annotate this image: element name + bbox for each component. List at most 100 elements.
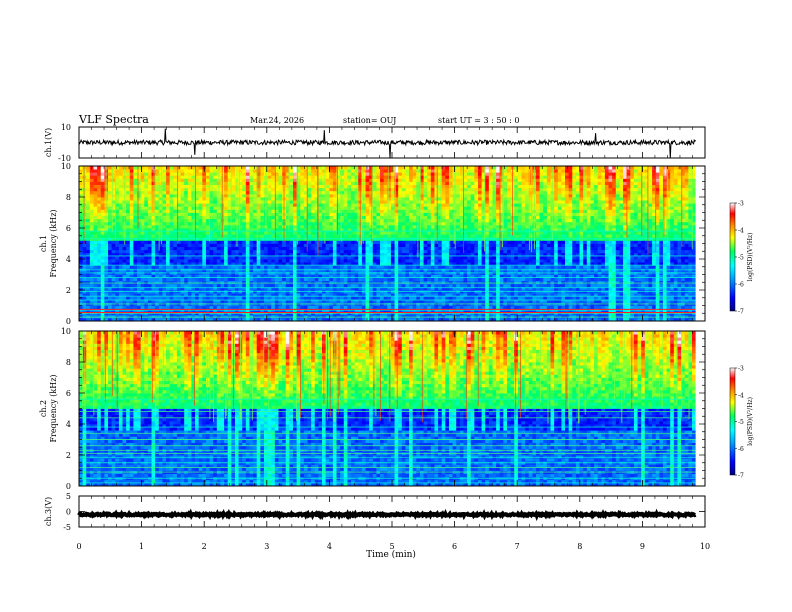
spectrogram-cell [318,231,323,235]
spectrogram-cell [398,193,403,198]
spectrogram-cell [173,169,178,173]
spectrogram-cell [296,221,301,226]
spectrogram-cell [419,259,424,263]
spectrogram-cell [332,218,337,223]
spectrogram-cell [108,178,113,182]
spectrogram-cell [271,259,276,263]
spectrogram-cell [227,187,232,192]
spectrogram-cell [89,280,94,285]
spectrogram-cell [213,197,218,201]
spectrogram-cell [419,190,424,195]
spectrogram-cell [137,243,142,247]
spectrogram-cell [394,277,399,282]
spectrogram-cell [343,181,348,185]
spectrogram-cell [365,274,370,278]
spectrogram-cell [325,221,330,226]
spectrogram-cell [289,178,294,182]
spectrogram-cell [176,206,181,210]
spectrogram-cell [300,314,305,319]
spectrogram-cell [169,296,174,300]
spectrogram-cell [231,166,236,170]
spectrogram-cell [398,259,403,263]
spectrogram-cell [289,249,294,254]
spectrogram-cell [314,181,319,185]
spectrogram-cell [390,224,395,229]
spectrogram-cell [162,172,167,176]
spectrogram-cell [416,203,421,207]
spectrogram-cell [369,172,374,176]
spectrogram-cell [231,209,236,213]
spectrogram-cell [260,228,265,232]
spectrogram-cell [224,234,229,238]
spectrogram-cell [401,190,406,195]
spectrogram-cell [155,240,160,244]
spectrogram-cell [263,314,269,319]
spectrogram-cell [419,224,424,229]
spectrogram-cell [176,197,181,201]
spectrogram-cell [354,240,359,244]
spectrogram-cell [300,215,305,220]
spectrogram-cell [108,166,113,170]
spectrogram-cell [419,200,424,204]
spectrogram-cell [358,277,363,282]
spectrogram-cell [387,193,392,198]
spectrogram-cell [104,299,109,303]
spectrogram-cell [376,280,381,285]
spectrogram-cell [390,299,395,303]
spectrogram-cell [329,265,334,269]
spectrogram-cell [108,249,113,254]
spectrogram-cell [191,314,196,319]
spectrogram-cell [401,231,406,235]
spectrogram-cell [93,206,98,210]
spectrogram-cell [358,243,363,247]
spectrogram-cell [162,212,167,216]
spectrogram-cell [158,265,163,269]
spectrogram-cell [343,249,348,254]
spectrogram-cell [419,178,424,182]
spectrogram-cell [169,169,174,173]
spectrogram-cell [278,193,283,198]
spectrogram-cell [398,296,403,300]
spectrogram-cell [213,246,218,251]
spectrogram-cell [198,314,203,319]
spectrogram-cell [198,280,203,285]
spectrogram-cell [122,299,127,303]
spectrogram-cell [325,283,330,288]
spectrogram-cell [380,280,385,285]
spectrogram-cell [180,277,185,282]
spectrogram-cell [205,305,210,309]
spectrogram-cell [314,224,319,229]
spectrogram-cell [231,305,236,309]
spectrogram-cell [82,293,87,297]
spectrogram-cell [361,200,366,204]
spectrogram-cell [372,187,377,192]
spectrogram-cell [216,293,221,297]
spectrogram-cell [307,299,312,303]
spectrogram-cell [144,172,149,176]
spectrogram-cell [224,178,229,182]
spectrogram-cell [147,200,152,204]
spectrogram-cell [191,206,196,210]
spectrogram-cell [187,184,192,189]
spectrogram-cell [137,299,142,303]
spectrogram-cell [111,317,116,322]
spectrogram-cell [191,265,196,269]
spectrogram-cell [147,228,152,232]
spectrogram-cell [249,178,254,182]
spectrogram-cell [394,293,399,297]
spectrogram-cell [195,206,200,210]
spectrogram-cell [126,277,131,282]
spectrogram-cell [332,203,337,207]
spectrogram-cell [162,215,167,220]
spectrogram-cell [115,231,120,235]
spectrogram-cell [314,172,319,176]
spectrogram-cell [224,197,229,201]
spectrogram-cell [394,283,399,288]
spectrogram-cell [82,234,87,238]
spectrogram-cell [231,265,236,269]
spectrogram-cell [198,181,203,185]
spectrogram-cell [278,314,283,319]
spectrogram-cell [166,169,171,173]
spectrogram-cell [311,193,316,198]
spectrogram-cell [187,221,192,226]
